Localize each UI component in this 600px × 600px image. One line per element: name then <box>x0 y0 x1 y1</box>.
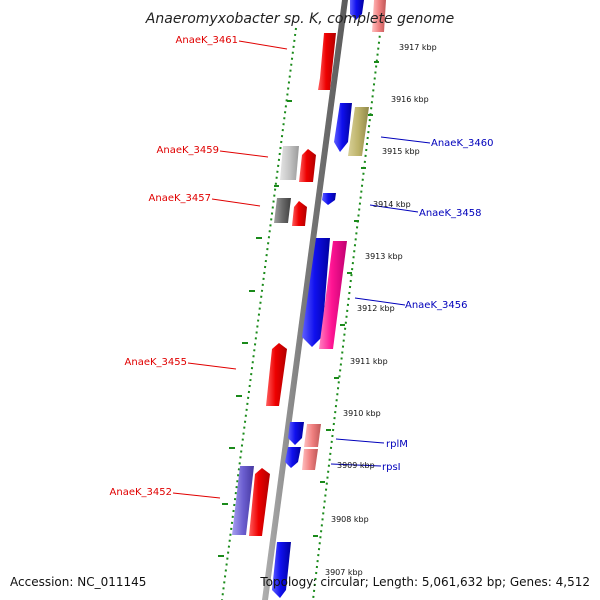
gene-anaek-3459[interactable] <box>299 149 316 182</box>
genome-backbone <box>262 0 348 600</box>
gene-rpsi[interactable] <box>285 447 301 468</box>
kbp-label: 3916 kbp <box>391 95 429 104</box>
gene-anaek-3457-gray[interactable] <box>274 198 291 223</box>
kbp-label: 3914 kbp <box>373 200 411 209</box>
gene-rpsi-salmon[interactable] <box>302 449 318 470</box>
gene-anaek-3457[interactable] <box>292 201 307 226</box>
gene-label-anaek-3459[interactable]: AnaeK_3459 <box>157 145 219 156</box>
kbp-labels: 3917 kbp 3916 kbp 3915 kbp 3914 kbp 3913… <box>325 43 437 577</box>
gene-anaek-3452-purple[interactable] <box>232 466 254 535</box>
gene-label-anaek-3458[interactable]: AnaeK_3458 <box>419 208 481 219</box>
gene-label-rpsi[interactable]: rpsI <box>382 462 401 473</box>
kbp-label: 3910 kbp <box>343 409 381 418</box>
gene-anaek-3452[interactable] <box>249 468 270 536</box>
gene-top-blue[interactable] <box>350 0 364 20</box>
gene-anaek-3460-blue[interactable] <box>334 103 352 152</box>
ring-ticks <box>218 61 379 557</box>
gene-label-anaek-3460[interactable]: AnaeK_3460 <box>431 138 493 149</box>
left-leader-lines <box>172 40 288 499</box>
gene-anaek-3460[interactable] <box>348 107 369 156</box>
kbp-label: 3913 kbp <box>365 252 403 261</box>
kbp-label: 3909 kbp <box>337 461 375 470</box>
kbp-label: 3911 kbp <box>350 357 388 366</box>
gene-label-anaek-3461[interactable]: AnaeK_3461 <box>176 35 238 46</box>
kbp-label: 3917 kbp <box>399 43 437 52</box>
gene-anaek-3459-gray[interactable] <box>280 146 299 180</box>
gene-label-rplm[interactable]: rplM <box>386 439 408 450</box>
gene-anaek-3458[interactable] <box>322 193 336 205</box>
gene-bottom-blue[interactable] <box>272 542 291 598</box>
gene-rplm-salmon[interactable] <box>304 424 321 447</box>
gene-anaek-3461[interactable] <box>318 33 336 90</box>
kbp-label: 3912 kbp <box>357 304 395 313</box>
topology-text: Topology: circular; Length: 5,061,632 bp… <box>259 575 590 589</box>
gene-label-anaek-3457[interactable]: AnaeK_3457 <box>149 193 211 204</box>
gene-anaek-3455[interactable] <box>266 343 287 406</box>
accession-text: Accession: NC_011145 <box>10 575 146 589</box>
right-leader-lines <box>330 136 431 467</box>
page-title: Anaeromyxobacter sp. K, complete genome <box>145 11 454 27</box>
kbp-label: 3915 kbp <box>382 147 420 156</box>
gene-label-anaek-3455[interactable]: AnaeK_3455 <box>125 357 187 368</box>
gene-label-anaek-3452[interactable]: AnaeK_3452 <box>110 487 172 498</box>
gene-anaek-3456[interactable] <box>319 241 347 349</box>
gene-label-anaek-3456[interactable]: AnaeK_3456 <box>405 300 467 311</box>
outer-ring-left <box>221 27 297 600</box>
gene-top-salmon[interactable] <box>372 0 386 32</box>
kbp-label: 3907 kbp <box>325 568 363 577</box>
kbp-label: 3908 kbp <box>331 515 369 524</box>
gene-rplm[interactable] <box>288 422 304 445</box>
